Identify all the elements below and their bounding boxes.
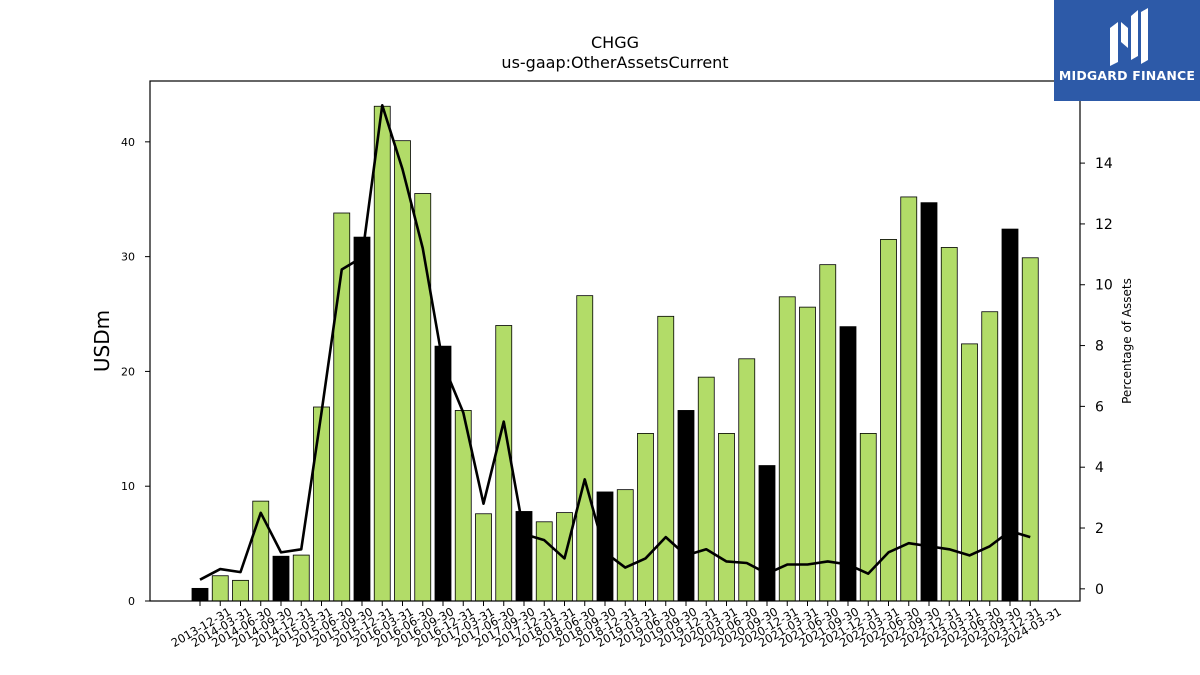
- y-axis-right: 0 2 4 6 8 10 12 14: [1080, 156, 1113, 598]
- bar: [981, 311, 999, 602]
- y2-axis-label: Percentage of Assets: [1120, 278, 1134, 404]
- y2-tick-label: 10: [1095, 278, 1113, 294]
- bar: [576, 295, 594, 602]
- bar: [535, 521, 553, 602]
- bar: [373, 105, 391, 602]
- bar: [920, 202, 938, 602]
- y2-tick-label: 12: [1095, 217, 1113, 233]
- y2-tick-label: 6: [1095, 399, 1104, 415]
- bar: [191, 587, 209, 602]
- bar: [211, 575, 229, 602]
- y2-tick-label: 0: [1095, 582, 1104, 598]
- chart-subtitle: us-gaap:OtherAssetsCurrent: [501, 53, 728, 72]
- chart-title: CHGG: [591, 33, 639, 52]
- bar: [434, 345, 452, 602]
- y-tick-label: 20: [121, 365, 135, 378]
- y-tick-label: 10: [121, 480, 135, 493]
- brand-logo: MIDGARD FINANCE: [1054, 0, 1200, 101]
- bar: [677, 410, 695, 602]
- logo-mark-icon: [1110, 8, 1148, 66]
- bar: [657, 315, 675, 602]
- y2-tick-label: 8: [1095, 339, 1104, 355]
- y-tick-label: 40: [121, 136, 135, 149]
- bar: [637, 433, 654, 602]
- bar: [758, 465, 776, 602]
- bar: [272, 555, 290, 602]
- x-axis: 2013-12-312014-03-312014-06-302014-09-30…: [169, 601, 1064, 650]
- percentage-line: [199, 104, 1031, 581]
- y-axis-left: 0 10 20 30 40: [121, 136, 150, 608]
- bar: [232, 579, 249, 602]
- bar: [616, 489, 634, 602]
- bar: [839, 326, 857, 602]
- y-tick-label: 30: [121, 251, 135, 264]
- bar: [394, 140, 411, 602]
- bar: [819, 264, 837, 602]
- bar: [961, 343, 978, 602]
- bar: [859, 433, 877, 602]
- y-tick-label: 0: [128, 595, 135, 608]
- bar: [515, 511, 533, 602]
- y2-tick-label: 14: [1095, 156, 1113, 172]
- bar: [697, 376, 715, 602]
- bar: [718, 433, 735, 602]
- bar: [313, 406, 330, 602]
- bar: [1001, 228, 1019, 602]
- bar: [292, 554, 310, 602]
- bar: [596, 491, 614, 602]
- bar: [1021, 257, 1039, 602]
- bar: [495, 325, 513, 602]
- bar: [778, 296, 796, 602]
- plot-frame: [149, 80, 1081, 602]
- bars: [191, 105, 1039, 602]
- bar: [353, 236, 371, 602]
- y-axis-label: USDm: [90, 310, 114, 372]
- bar: [880, 239, 897, 602]
- bar: [475, 513, 492, 602]
- logo-text: MIDGARD FINANCE: [1058, 68, 1196, 83]
- bar: [900, 196, 918, 602]
- y2-tick-label: 4: [1095, 460, 1104, 476]
- line-layer: [199, 104, 1031, 581]
- y2-tick-label: 2: [1095, 521, 1104, 537]
- bar: [799, 306, 816, 602]
